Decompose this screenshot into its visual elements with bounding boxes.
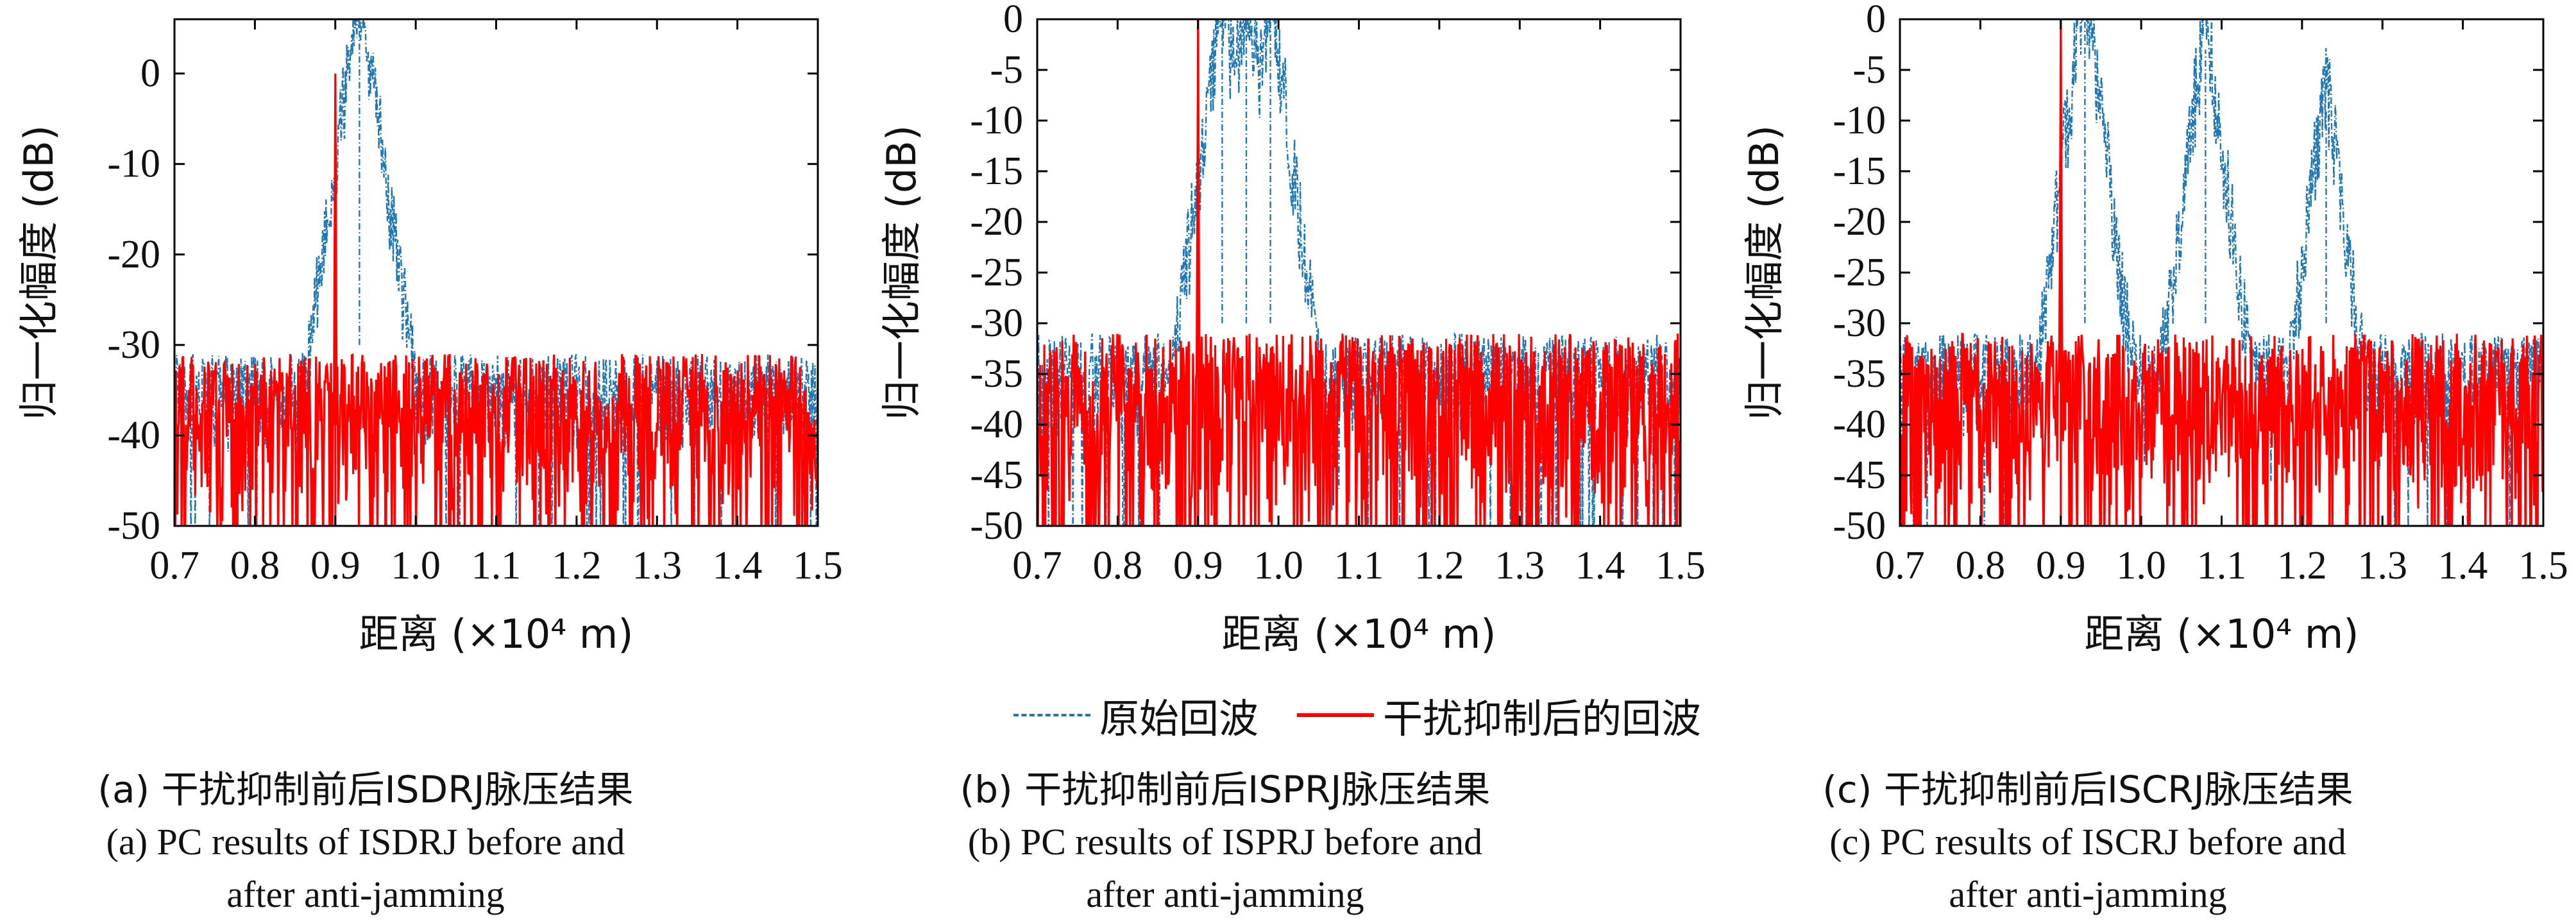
legend-item-original: 原始回波 bbox=[1013, 686, 1258, 744]
y-tick-label-c: -50 bbox=[1833, 504, 1886, 548]
x-tick-label-c: 1.3 bbox=[2358, 544, 2408, 587]
x-tick-label-b: 0.8 bbox=[1093, 544, 1143, 587]
caption-b-en-2: after anti-jamming bbox=[1086, 874, 1364, 915]
y-tick-label-a: -30 bbox=[107, 323, 160, 367]
series-line-suppressed-c bbox=[1900, 19, 2543, 526]
x-tick-label-b: 1.0 bbox=[1253, 544, 1303, 587]
x-tick-label-b: 0.9 bbox=[1173, 544, 1223, 587]
x-tick-label-b: 1.1 bbox=[1334, 544, 1384, 587]
y-tick-label-b: -20 bbox=[970, 200, 1023, 244]
caption-b-cn: (b) 干扰抑制前后ISPRJ脉压结果 bbox=[960, 768, 1491, 811]
plot-area-c bbox=[1900, 19, 2543, 526]
y-tick-label-b: -30 bbox=[970, 301, 1023, 345]
y-tick-label-a: -40 bbox=[107, 414, 160, 457]
chart-panel-b: 0.7 0.8 0.9 1.0 1.1 1.2 1.3 1.4 1.5 0 -5 -10 -15 -20 -… bbox=[878, 0, 1706, 657]
x-tick-label-b: 1.2 bbox=[1414, 544, 1464, 587]
caption-b-en-1: (b) PC results of ISPRJ before and bbox=[967, 821, 1483, 863]
y-tick-label-a: -10 bbox=[107, 142, 160, 186]
legend-label-suppressed: 干扰抑制后的回波 bbox=[1383, 695, 1702, 742]
y-tick-label-c: -45 bbox=[1833, 453, 1886, 497]
legend-swatch-original bbox=[1013, 714, 1090, 716]
x-tick-label-c: 1.1 bbox=[2197, 544, 2247, 587]
legend-item-suppressed: 干扰抑制后的回波 bbox=[1297, 686, 1701, 744]
x-tick-label-c: 0.9 bbox=[2036, 544, 2086, 587]
y-tick-label-b: -25 bbox=[970, 251, 1023, 294]
caption-a-en-2: after anti-jamming bbox=[226, 874, 505, 915]
y-tick-label-c: 0 bbox=[1866, 0, 1886, 41]
y-tick-label-b: -10 bbox=[970, 99, 1023, 142]
caption-c-en-2: after anti-jamming bbox=[1949, 874, 2227, 915]
y-tick-label-c: -10 bbox=[1833, 99, 1886, 142]
plot-area-b bbox=[1037, 19, 1681, 526]
x-tick-label-a: 1.0 bbox=[391, 544, 441, 587]
x-tick-label-a: 1.4 bbox=[713, 544, 763, 587]
y-tick-label-c: -5 bbox=[1852, 48, 1886, 92]
x-tick-label-a: 0.7 bbox=[149, 544, 199, 587]
x-tick-label-c: 0.7 bbox=[1875, 544, 1925, 587]
x-tick-label-c: 1.2 bbox=[2277, 544, 2327, 587]
y-tick-label-b: -50 bbox=[970, 504, 1023, 548]
y-axis-label-c: 归一化幅度 (dB) bbox=[1741, 125, 1788, 420]
caption-c-en-1: (c) PC results of ISCRJ before and bbox=[1829, 821, 2346, 863]
y-axis-label-b: 归一化幅度 (dB) bbox=[878, 125, 925, 420]
x-tick-label-a: 0.9 bbox=[310, 544, 360, 587]
y-tick-label-c: -25 bbox=[1833, 251, 1886, 294]
legend-label-original: 原始回波 bbox=[1099, 695, 1259, 742]
y-tick-label-b: -15 bbox=[970, 149, 1023, 193]
caption-a: (a) 干扰抑制前后ISDRJ脉压结果 (a) PC results of IS… bbox=[0, 763, 750, 921]
caption-a-en-1: (a) PC results of ISDRJ before and bbox=[106, 821, 625, 863]
plot-area-a bbox=[174, 19, 818, 526]
x-tick-label-a: 0.8 bbox=[230, 544, 280, 587]
chart-panel-c: 0.7 0.8 0.9 1.0 1.1 1.2 1.3 1.4 1.5 0 -5 -10 -15 -20 -… bbox=[1741, 0, 2568, 657]
y-tick-label-b: -40 bbox=[970, 403, 1023, 446]
y-tick-label-b: -5 bbox=[990, 48, 1023, 92]
x-tick-label-c: 1.4 bbox=[2438, 544, 2488, 587]
y-tick-label-a: 0 bbox=[140, 52, 160, 96]
series-line-original-c bbox=[1900, 19, 2543, 526]
y-tick-label-a: -20 bbox=[107, 233, 160, 276]
legend-swatch-suppressed bbox=[1297, 713, 1375, 717]
x-tick-label-b: 1.4 bbox=[1575, 544, 1625, 587]
chart-panel-a: 0.7 0.8 0.9 1.0 1.1 1.2 1.3 1.4 1.5 0 -10 -20 -30 -40… bbox=[15, 18, 843, 657]
y-tick-label-b: -35 bbox=[970, 352, 1023, 396]
x-tick-label-a: 1.1 bbox=[471, 544, 521, 587]
series-line-suppressed-b bbox=[1037, 19, 1681, 526]
x-tick-label-c: 0.8 bbox=[1956, 544, 2006, 587]
x-axis-label-a: 距离 (×10⁴ m) bbox=[359, 611, 634, 657]
y-tick-label-b: -45 bbox=[970, 453, 1023, 497]
caption-c-cn: (c) 干扰抑制前后ISCRJ脉压结果 bbox=[1822, 768, 2353, 811]
x-axis-label-c: 距离 (×10⁴ m) bbox=[2085, 611, 2359, 657]
x-tick-label-b: 0.7 bbox=[1012, 544, 1062, 587]
y-tick-label-b: 0 bbox=[1003, 0, 1023, 41]
x-tick-label-b: 1.3 bbox=[1495, 544, 1545, 587]
x-tick-label-a: 1.2 bbox=[552, 544, 602, 587]
y-tick-label-c: -20 bbox=[1833, 200, 1886, 244]
x-tick-label-c: 1.0 bbox=[2116, 544, 2166, 587]
y-tick-label-c: -30 bbox=[1833, 301, 1886, 345]
series-line-suppressed-a bbox=[174, 73, 818, 526]
y-tick-label-a: -50 bbox=[107, 504, 160, 548]
y-tick-label-c: -40 bbox=[1833, 403, 1886, 446]
legend: 原始回波 干扰抑制后的回波 bbox=[1013, 686, 1740, 744]
x-tick-label-c: 1.5 bbox=[2518, 544, 2568, 587]
x-axis-label-b: 距离 (×10⁴ m) bbox=[1222, 611, 1496, 657]
x-tick-label-a: 1.3 bbox=[632, 544, 682, 587]
y-axis-label-a: 归一化幅度 (dB) bbox=[15, 125, 62, 420]
y-tick-label-c: -35 bbox=[1833, 352, 1886, 396]
caption-b: (b) 干扰抑制前后ISPRJ脉压结果 (b) PC results of IS… bbox=[840, 763, 1610, 921]
caption-c: (c) 干扰抑制前后ISCRJ脉压结果 (c) PC results of IS… bbox=[1703, 763, 2473, 921]
x-tick-label-b: 1.5 bbox=[1656, 544, 1706, 587]
caption-a-cn: (a) 干扰抑制前后ISDRJ脉压结果 bbox=[97, 768, 634, 811]
y-tick-label-c: -15 bbox=[1833, 149, 1886, 193]
series-line-original-a bbox=[174, 19, 818, 526]
x-tick-label-a: 1.5 bbox=[793, 544, 843, 587]
